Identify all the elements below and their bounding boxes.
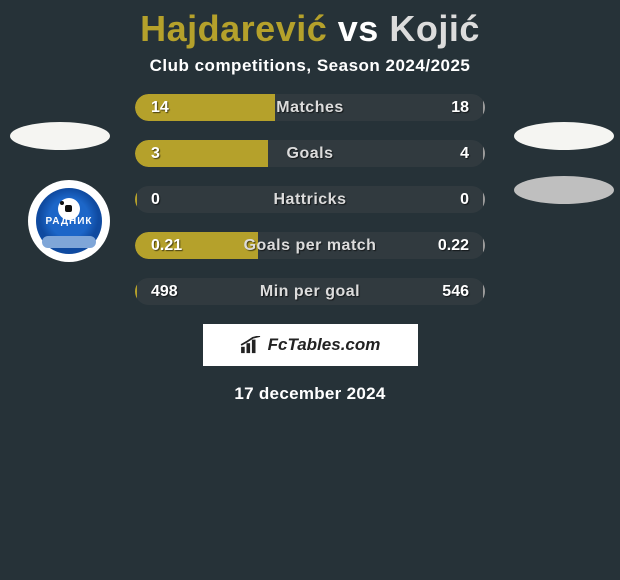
- stats-bars: 1418Matches 34Goals 00Hattricks 0.210.22Goa…: [135, 94, 485, 305]
- credit-badge: FcTables.com: [203, 324, 418, 366]
- club-badge-inner: РАДНИК: [36, 188, 102, 254]
- bar-chart-icon: [240, 336, 262, 354]
- avatar-right-placeholder-1: [514, 122, 614, 150]
- stat-row: 498546Min per goal: [135, 278, 485, 305]
- stat-row: 00Hattricks: [135, 186, 485, 213]
- date-label: 17 december 2024: [0, 384, 620, 404]
- avatar-left-placeholder: [10, 122, 110, 150]
- stat-row: 0.210.22Goals per match: [135, 232, 485, 259]
- player-right-name: Kojić: [389, 8, 480, 49]
- credit-text: FcTables.com: [268, 335, 381, 355]
- stat-label: Hattricks: [135, 186, 485, 213]
- stat-label: Matches: [135, 94, 485, 121]
- stat-label: Goals: [135, 140, 485, 167]
- subtitle: Club competitions, Season 2024/2025: [0, 56, 620, 94]
- stat-row: 34Goals: [135, 140, 485, 167]
- badge-ribbon: [42, 236, 96, 248]
- page-title: Hajdarević vs Kojić: [0, 0, 620, 56]
- stat-label: Min per goal: [135, 278, 485, 305]
- stat-row: 1418Matches: [135, 94, 485, 121]
- badge-text: РАДНИК: [36, 216, 102, 227]
- vs-label: vs: [338, 8, 379, 49]
- club-badge: РАДНИК: [28, 180, 110, 262]
- player-left-name: Hajdarević: [140, 8, 327, 49]
- avatar-right-placeholder-2: [514, 176, 614, 204]
- stat-label: Goals per match: [135, 232, 485, 259]
